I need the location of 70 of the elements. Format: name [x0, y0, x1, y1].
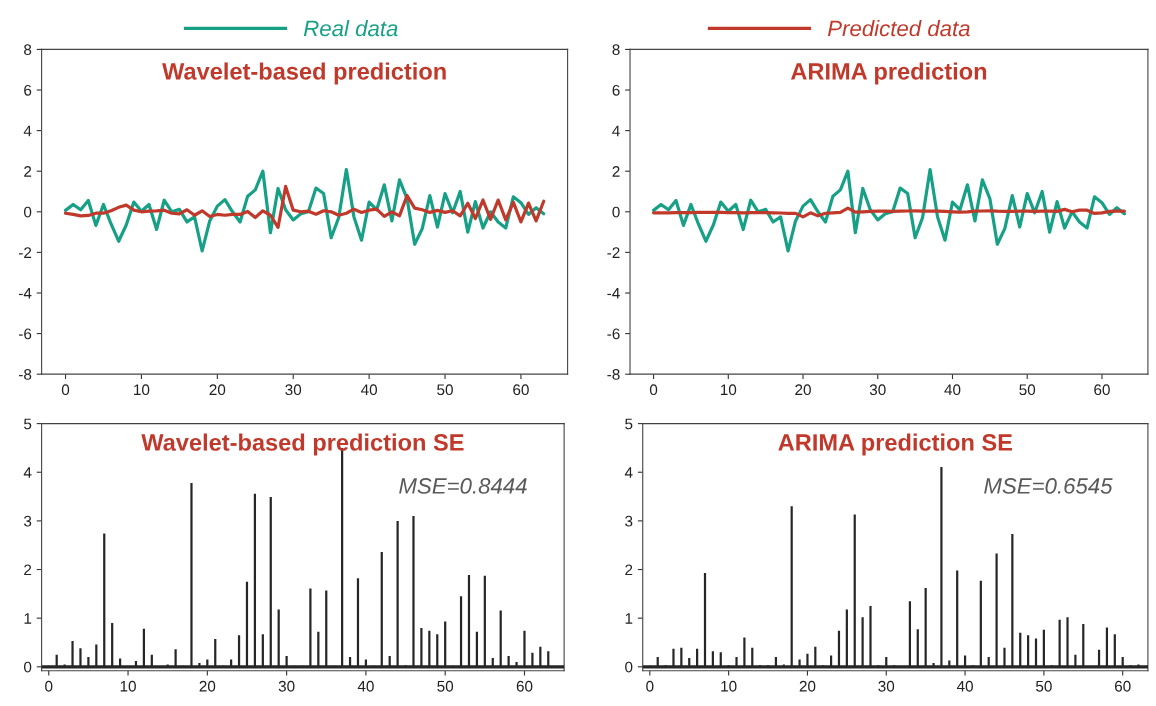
x-tick-label: 0 [646, 680, 654, 692]
x-tick-label: 10 [721, 680, 737, 692]
x-tick-label: 20 [799, 680, 816, 692]
y-tick-label: 8 [612, 44, 620, 56]
y-tick-label: 4 [23, 125, 32, 137]
chart-title: Wavelet-based prediction SE [141, 433, 464, 456]
y-tick-label: 6 [24, 84, 32, 96]
text: ARIMA prediction [790, 62, 987, 85]
x-tick-label: 60 [513, 384, 529, 396]
y-tick-label: 5 [625, 418, 633, 430]
y-tick-label: 0 [625, 661, 633, 673]
text: Wavelet-based prediction [162, 62, 446, 85]
x-tick-label: 30 [278, 680, 295, 692]
x-tick-label: 60 [516, 680, 533, 692]
y-tick-label: -4 [18, 288, 32, 299]
y-tick-label: 2 [612, 166, 620, 177]
line-series [63, 184, 546, 230]
x-tick-label: 60 [1094, 384, 1110, 396]
x-tick-label: 20 [209, 384, 226, 396]
y-tick-label: 8 [24, 44, 32, 56]
y-tick-label: -8 [607, 369, 620, 380]
y-tick-label: 6 [612, 84, 620, 96]
x-tick-label: 10 [720, 384, 737, 396]
x-tick-label: 50 [1019, 384, 1036, 396]
chart-title: ARIMA prediction SE [778, 433, 1013, 456]
y-tick-label: 4 [612, 125, 620, 137]
y-tick-label: 1 [625, 613, 633, 624]
y-tick-label: 5 [24, 418, 32, 430]
x-tick-label: 30 [285, 384, 302, 396]
x-tick-label: 0 [649, 384, 658, 396]
y-tick-label: 1 [24, 613, 32, 624]
y-tick-label: 3 [625, 515, 633, 527]
annotation: MSE=0.8444 [399, 478, 527, 494]
x-tick-label: 20 [795, 384, 811, 396]
x-tick-label: 40 [357, 680, 374, 692]
y-tick-label: 0 [23, 661, 32, 673]
y-tick-label: 3 [23, 515, 32, 527]
x-tick-label: 20 [199, 680, 216, 692]
x-tick-label: 30 [869, 384, 886, 396]
y-tick-label: -2 [607, 247, 620, 258]
x-tick-label: 60 [1114, 680, 1131, 692]
line-series [651, 167, 1126, 253]
x-tick-label: 10 [134, 384, 150, 396]
y-tick-label: 2 [24, 564, 32, 576]
x-tick-label: 50 [437, 384, 453, 396]
y-tick-label: 0 [612, 206, 620, 218]
x-tick-label: 30 [878, 680, 895, 692]
legend-label: Real data [303, 20, 398, 37]
y-tick-label: 0 [23, 206, 32, 218]
y-tick-label: 4 [624, 467, 633, 478]
x-tick-label: 40 [360, 384, 378, 396]
x-tick-label: 40 [944, 384, 961, 396]
y-tick-label: -6 [607, 328, 620, 340]
x-tick-label: 0 [45, 680, 53, 692]
line-series [63, 167, 546, 253]
y-tick-label: -8 [18, 369, 32, 380]
y-tick-label: -2 [18, 247, 32, 258]
y-tick-label: -4 [607, 288, 620, 299]
y-tick-label: 2 [24, 166, 32, 177]
line-series [651, 206, 1126, 219]
x-tick-label: 10 [120, 680, 136, 692]
legend-label: Predicted data [827, 20, 970, 37]
y-tick-label: 2 [625, 564, 633, 576]
x-tick-label: 0 [61, 384, 70, 396]
x-tick-label: 50 [437, 680, 454, 692]
x-tick-label: 40 [956, 680, 973, 692]
y-tick-label: 4 [23, 467, 32, 478]
annotation: MSE=0.6545 [984, 478, 1113, 494]
y-tick-label: -6 [18, 328, 32, 340]
x-tick-label: 50 [1035, 680, 1052, 692]
